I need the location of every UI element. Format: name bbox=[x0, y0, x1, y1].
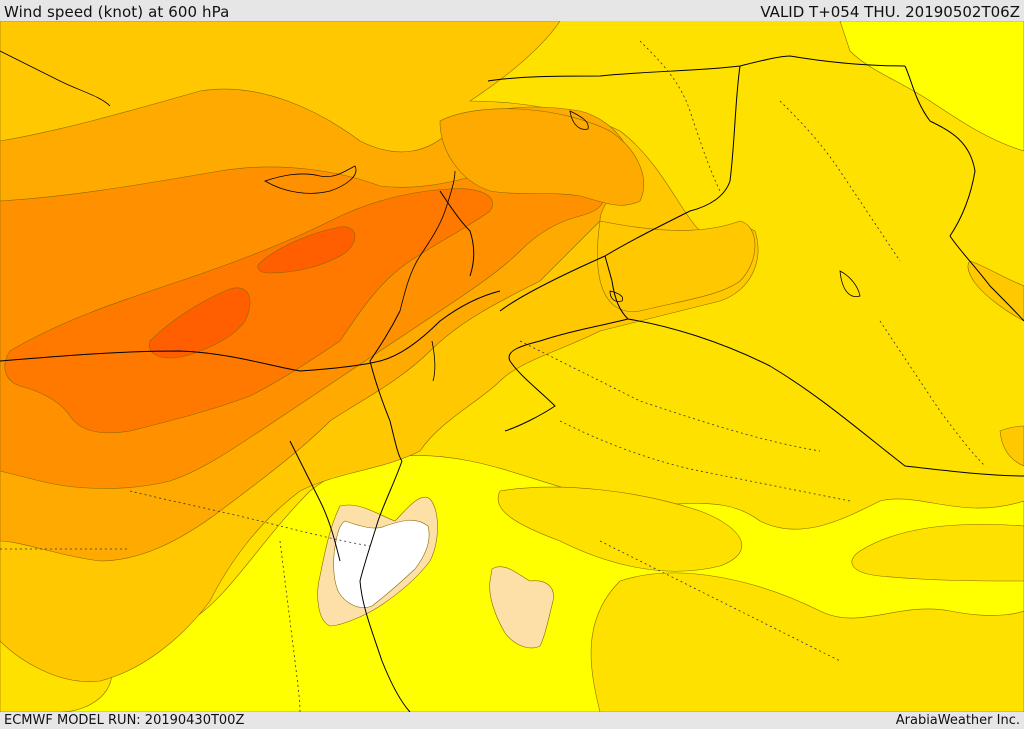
model-run: ECMWF MODEL RUN: 20190430T00Z bbox=[4, 713, 245, 728]
border-turkey-syria bbox=[0, 290, 501, 372]
field-medium-east-edge bbox=[999, 425, 1024, 467]
field-light-east-band bbox=[851, 523, 1024, 582]
field-max-core-2 bbox=[257, 226, 356, 274]
admin-line-8 bbox=[879, 320, 986, 467]
admin-line-6 bbox=[599, 540, 841, 662]
map-footer: ECMWF MODEL RUN: 20190430T00Z ArabiaWeat… bbox=[0, 712, 1024, 729]
wind-speed-field bbox=[0, 21, 1024, 712]
coast-lake-3 bbox=[839, 270, 861, 298]
border-syria-iraq bbox=[487, 55, 906, 82]
border-aqaba-red-sea bbox=[359, 460, 411, 712]
border-lebanon-syria bbox=[439, 190, 475, 277]
coast-dead-sea bbox=[431, 340, 436, 382]
coastlines bbox=[0, 50, 861, 382]
border-israel-egypt bbox=[369, 310, 403, 462]
field-medium-east-lobe bbox=[597, 220, 756, 312]
field-light-south-2 bbox=[497, 486, 743, 572]
coast-lake-1 bbox=[569, 110, 589, 130]
coast-cyprus bbox=[264, 165, 357, 194]
field-calm-pale-saudi bbox=[489, 566, 554, 649]
border-egypt-sudan bbox=[289, 440, 341, 562]
credit: ArabiaWeather Inc. bbox=[895, 713, 1020, 728]
map-header: Wind speed (knot) at 600 hPa VALID T+054… bbox=[0, 0, 1024, 21]
border-syria-iraq-south bbox=[499, 65, 741, 312]
border-iraq-iran bbox=[904, 65, 1024, 322]
field-strong-east bbox=[439, 108, 644, 206]
border-iraq-saudi bbox=[627, 318, 1024, 477]
border-jordan-saudi bbox=[504, 318, 629, 432]
field-calm-white-sinai bbox=[333, 519, 430, 608]
admin-line-7 bbox=[279, 540, 301, 712]
coast-lake-2 bbox=[609, 290, 624, 302]
admin-line-4 bbox=[639, 40, 721, 192]
field-max-core-1 bbox=[148, 287, 251, 359]
field-light-south-1 bbox=[590, 572, 1024, 712]
wind-speed-map bbox=[0, 21, 1024, 712]
admin-boundaries bbox=[0, 40, 986, 712]
country-borders bbox=[0, 55, 1024, 712]
border-jordan-iraq bbox=[604, 255, 629, 320]
coast-aegean bbox=[0, 50, 111, 107]
coast-mediterranean-east bbox=[399, 170, 456, 312]
valid-time: VALID T+054 THU. 20190502T06Z bbox=[760, 3, 1020, 21]
map-title: Wind speed (knot) at 600 hPa bbox=[4, 3, 230, 21]
